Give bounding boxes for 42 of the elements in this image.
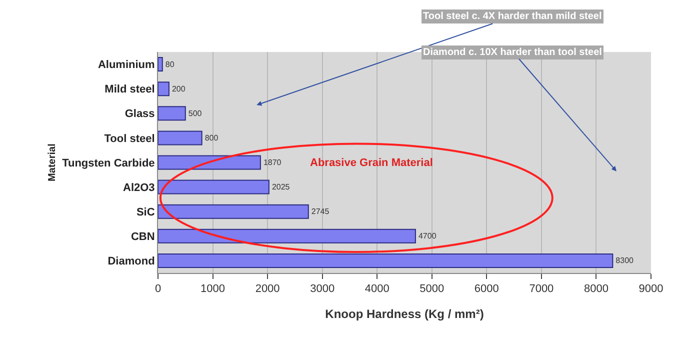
x-tick-label: 3000 [310, 283, 335, 296]
y-axis-title: Material [47, 143, 58, 182]
annotation: Diamond c. 10X harder than tool steel [423, 47, 602, 58]
y-tick-label: Tungsten Carbide [62, 157, 155, 170]
x-tick-label: 7000 [529, 283, 554, 296]
y-tick-label: Diamond [108, 256, 155, 268]
data-label: 4700 [418, 232, 437, 241]
bar [158, 130, 202, 146]
y-tick-label: Al2O3 [123, 182, 155, 194]
x-tick-label: 4000 [364, 283, 390, 296]
y-tick-label: SiC [136, 206, 155, 218]
y-tick-label: Tool steel [104, 132, 155, 145]
text: Tool steel c. 4X harder than mild steel [423, 11, 602, 22]
y-tick-label: Mild steel [104, 84, 155, 96]
data-label: 2025 [272, 182, 290, 192]
bar [158, 253, 614, 268]
bar [158, 106, 186, 121]
x-tick-label: 9000 [638, 283, 664, 296]
bar [158, 82, 170, 96]
bar [158, 155, 261, 170]
bar [158, 204, 309, 219]
x-tick-label: 6000 [474, 283, 499, 296]
bar [158, 57, 163, 72]
x-tick-label: 1000 [200, 283, 226, 296]
x-tick-label: 8000 [584, 283, 608, 296]
x-tick-label: 5000 [420, 283, 444, 296]
y-tick-label: Glass [124, 108, 155, 120]
data-label: 8300 [616, 256, 634, 266]
annotation: Abrasive Grain Material [310, 157, 433, 169]
y-tick-label: Aluminium [98, 59, 156, 72]
y-tick-label: CBN [130, 231, 155, 244]
data-label: 800 [204, 133, 219, 142]
data-label: 500 [188, 108, 202, 118]
x-axis-title: Knoop Hardness (Kg / mm²) [325, 307, 484, 322]
bar [158, 228, 416, 244]
x-tick-label: 0 [154, 283, 162, 296]
data-label: 200 [172, 84, 186, 94]
x-tick-label: 2000 [255, 283, 280, 296]
data-label: 2745 [311, 207, 330, 216]
data-label: 1870 [263, 158, 282, 167]
data-label: 80 [165, 60, 175, 69]
bar [158, 180, 270, 194]
